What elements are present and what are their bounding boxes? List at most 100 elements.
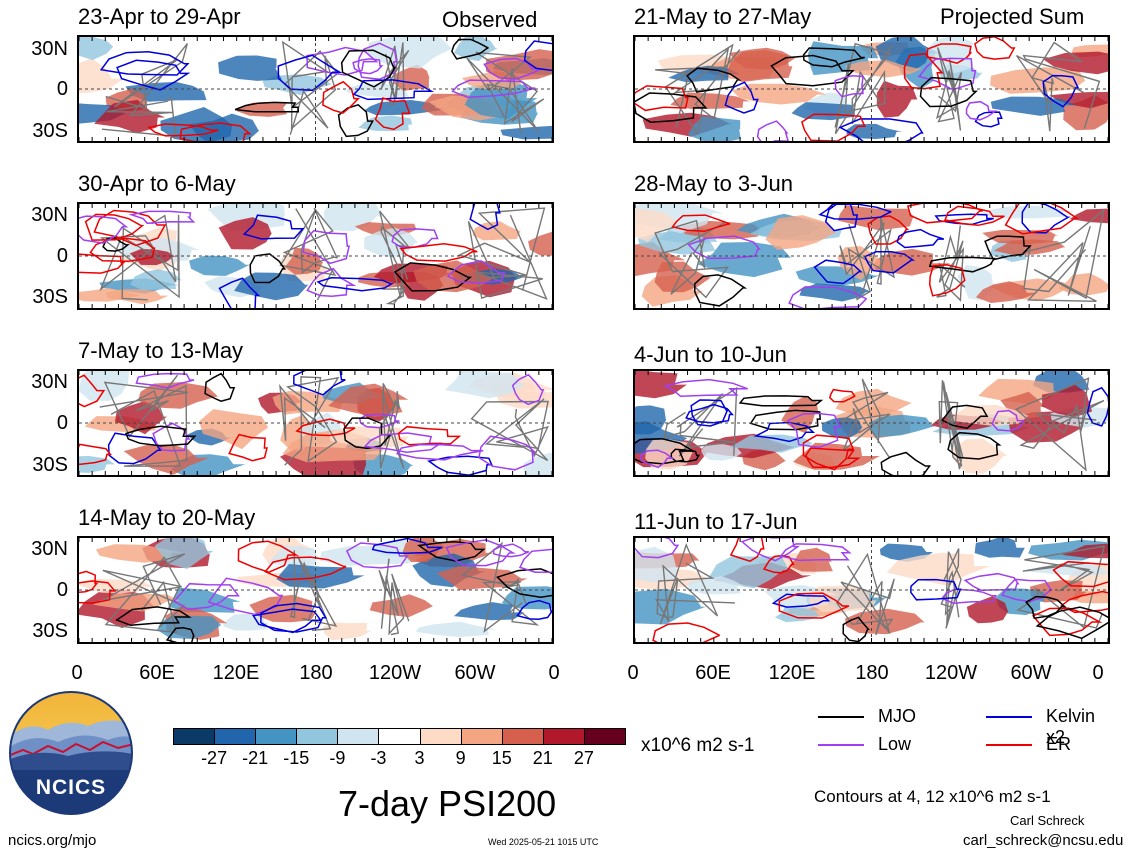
contour-line (492, 543, 530, 558)
contour-line (397, 425, 462, 446)
coastline (102, 553, 186, 634)
anomaly-shading (322, 622, 372, 641)
contour-line (352, 58, 384, 75)
contour-line (445, 539, 516, 567)
contour-line (306, 46, 379, 76)
colorbar-swatch (337, 728, 380, 745)
contour-line (917, 57, 977, 91)
anomaly-shading (500, 125, 552, 140)
contour-line (687, 235, 761, 260)
lon-label: 180 (299, 662, 333, 684)
contour-line (79, 215, 129, 244)
map-panel-2 (77, 202, 554, 310)
anomaly-shading (845, 608, 925, 635)
contour-line (1035, 606, 1108, 640)
coastline (936, 225, 966, 302)
contour-line (805, 447, 861, 469)
panel-title-6: 28-May to 3-Jun (634, 171, 793, 196)
contour-line (802, 47, 865, 68)
contour-line (778, 592, 850, 619)
contour-line (1052, 560, 1108, 588)
contour-line (685, 403, 734, 424)
coastline (101, 43, 188, 138)
lat-label-30n: 30N (31, 371, 68, 393)
contour-line (345, 542, 409, 569)
contours-note: Contours at 4, 12 x10^6 m2 s-1 (814, 787, 1051, 806)
contour-line (974, 111, 1003, 128)
colorbar-swatch (460, 728, 503, 745)
anomaly-shading (808, 585, 877, 612)
colorbar-tick-label: -21 (242, 748, 269, 768)
contour-line (635, 85, 689, 112)
anomaly-shading (886, 552, 990, 586)
colorbar-tick-label: 15 (491, 748, 512, 768)
contour-line (842, 616, 870, 642)
panel-title-4: 14-May to 20-May (78, 505, 256, 530)
website: ncics.org/mjo (8, 832, 97, 849)
contour-line (363, 432, 443, 453)
anomaly-shading (977, 205, 1075, 219)
lat-label-eq: 0 (56, 412, 68, 434)
map-field (79, 37, 552, 141)
contour-line (756, 120, 789, 141)
contour-line (228, 433, 268, 462)
contour-line (218, 277, 261, 308)
anomaly-shading (635, 588, 706, 625)
coastline (1016, 41, 1101, 132)
anomaly-shading (249, 594, 317, 623)
map-field (635, 37, 1108, 141)
contour-line (670, 448, 700, 463)
contour-line (234, 101, 300, 113)
contour-line (928, 264, 966, 297)
contour-line (93, 209, 167, 247)
anomaly-shading (237, 102, 288, 117)
colorbar-tick-label: 21 (532, 748, 553, 768)
contour-line (1000, 578, 1053, 603)
contour-line (639, 449, 675, 469)
contour-line (729, 538, 765, 563)
contour-line (306, 267, 357, 298)
contour-line (690, 399, 729, 427)
anomaly-shading (687, 116, 741, 141)
anomaly-shading (367, 37, 453, 69)
anomaly-shading (635, 242, 686, 277)
contour-line (838, 118, 924, 141)
contour-line (99, 50, 190, 76)
contour-line (941, 404, 989, 430)
lon-label: 0 (627, 662, 639, 684)
contour-line (787, 412, 842, 449)
anomaly-shading (869, 414, 936, 438)
anomaly-shading (726, 50, 793, 83)
contour-line (84, 213, 145, 241)
lon-label: 180 (855, 662, 889, 684)
anomaly-shading (444, 371, 526, 399)
colorbar-swatch (173, 728, 216, 745)
contour-line (173, 582, 240, 611)
anomaly-shading (978, 378, 1056, 405)
anomaly-shading (137, 382, 219, 409)
contour-line (903, 52, 944, 90)
ncics-logo: NCICS (8, 690, 134, 816)
lon-label: 120E (212, 662, 260, 684)
lon-label: 60W (454, 662, 496, 684)
lon-label: 60W (1010, 662, 1052, 684)
contour-line (867, 215, 910, 245)
contour-line (635, 92, 708, 123)
contour-line (671, 214, 731, 233)
lon-label: 60E (695, 662, 731, 684)
panel-title-1: 23-Apr to 29-Apr (78, 4, 241, 29)
author-email: carl_schreck@ncsu.edu (963, 832, 1124, 849)
legend-line-er (986, 744, 1032, 746)
colorbar-swatch (378, 728, 421, 745)
contour-line (116, 59, 191, 91)
anomaly-shading (846, 123, 903, 139)
coastline (1014, 377, 1105, 472)
anomaly-shading (222, 613, 269, 631)
contour-line (79, 443, 112, 466)
map-field (635, 204, 1108, 308)
contour-line (779, 543, 852, 562)
contour-line (316, 277, 395, 292)
colorbar-swatch (501, 728, 544, 745)
contour-line (352, 79, 435, 101)
legend-label-kelvin: Kelvin x2 (1046, 706, 1096, 747)
